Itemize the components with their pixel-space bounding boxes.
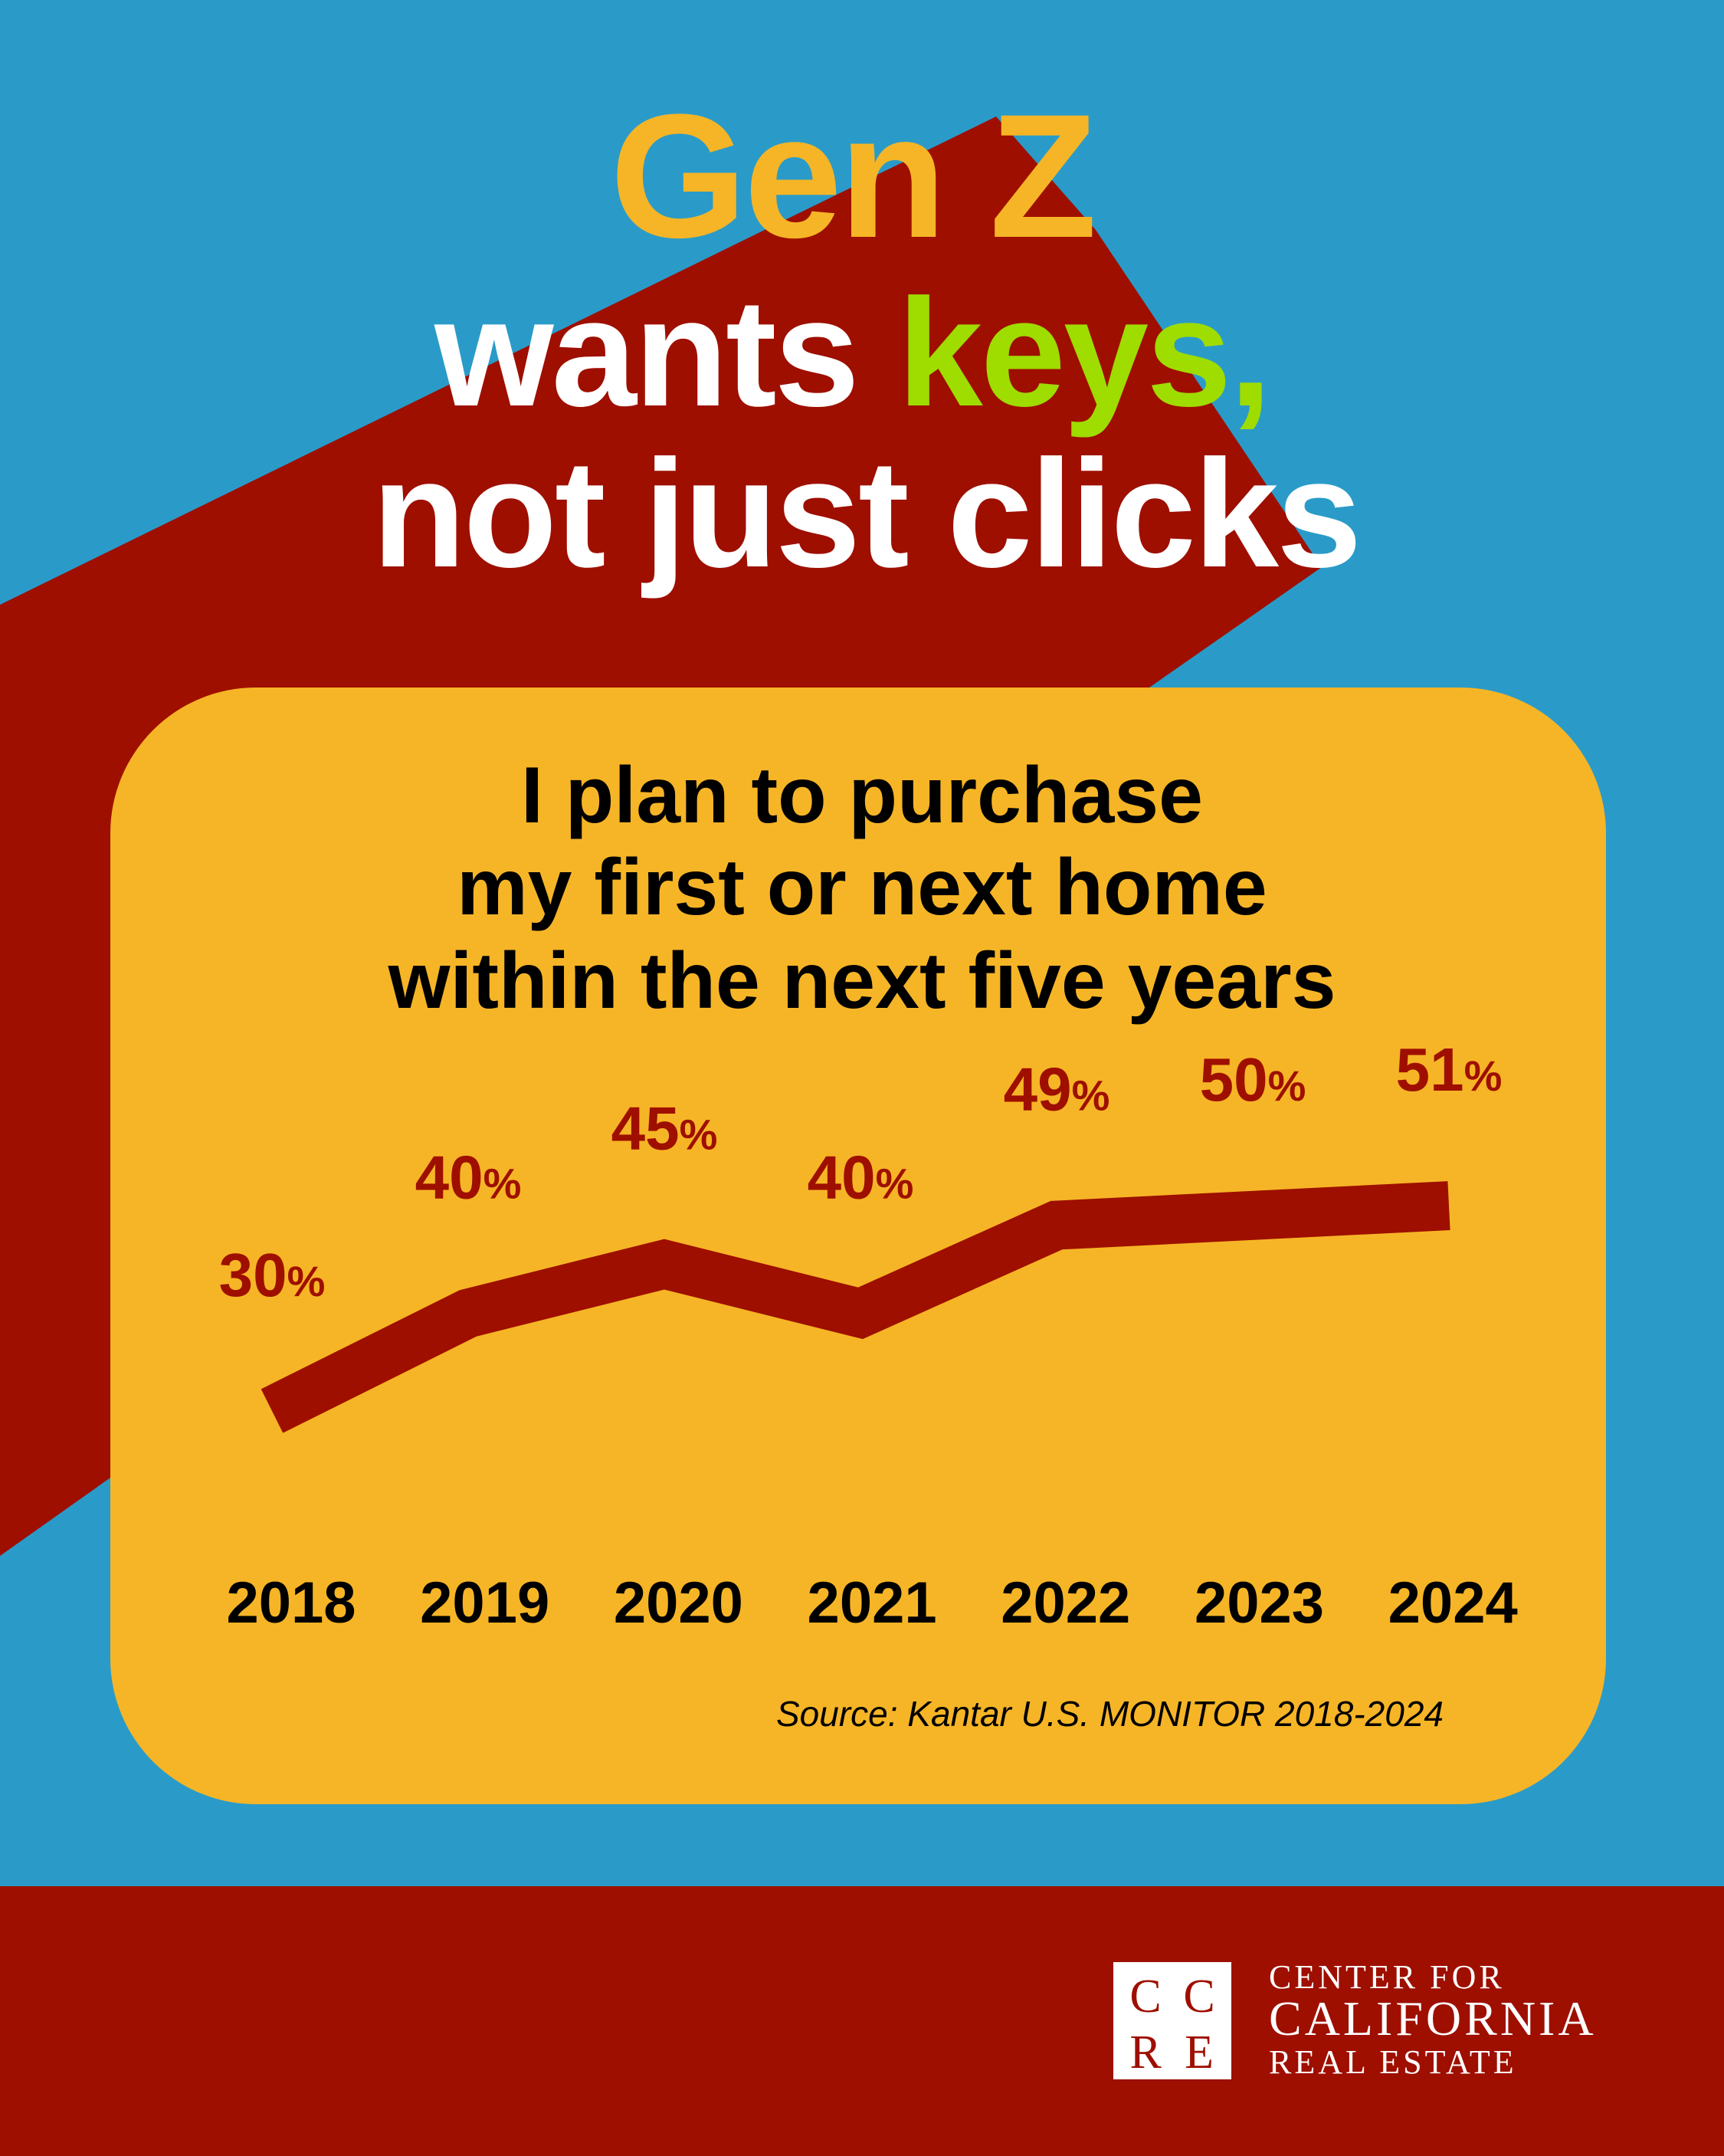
headline: Gen Z wants keys, not just clicks: [372, 77, 1362, 599]
chart-title: I plan to purchase my first or next home…: [388, 751, 1336, 1025]
data-label: 45%: [611, 1094, 718, 1163]
footer-band: [0, 1886, 1724, 2156]
data-label: 40%: [415, 1143, 522, 1211]
org-name-line2: CALIFORNIA: [1269, 1991, 1597, 2046]
x-tick-label: 2022: [1001, 1570, 1130, 1636]
headline-line1: Gen Z: [610, 77, 1094, 274]
ccre-logo: C C R E CENTER FOR CALIFORNIA REAL ESTAT…: [1113, 1958, 1597, 2081]
headline-line3: not just clicks: [372, 428, 1360, 599]
data-label: 50%: [1200, 1045, 1306, 1114]
logo-letter: C: [1183, 1971, 1214, 2023]
headline-keys: keys,: [897, 267, 1270, 438]
logo-letter: C: [1129, 1971, 1161, 2023]
headline-wants: wants: [434, 267, 897, 438]
logo-letter: E: [1185, 2026, 1214, 2079]
org-name-line1: CENTER FOR: [1269, 1958, 1505, 1996]
chart-panel: [110, 687, 1606, 1804]
headline-line2: wants keys,: [434, 267, 1270, 438]
x-tick-label: 2019: [420, 1570, 549, 1636]
chart-title-line1: I plan to purchase: [521, 751, 1203, 840]
series-line: [261, 1181, 1450, 1433]
x-tick-label: 2023: [1195, 1570, 1324, 1636]
org-name-line3: REAL ESTATE: [1269, 2043, 1517, 2081]
x-tick-label: 2018: [226, 1570, 356, 1636]
line-chart: 30% 2018 40% 2019 45% 2020 40% 2021 49% 2022 50% 20…: [219, 1035, 1518, 1636]
x-tick-label: 2020: [614, 1570, 743, 1636]
chart-title-line3: within the next five years: [388, 937, 1336, 1025]
data-label: 51%: [1396, 1035, 1503, 1104]
data-label: 40%: [808, 1143, 914, 1211]
logo-letter: R: [1129, 2026, 1162, 2079]
data-label: 30%: [219, 1241, 326, 1309]
logo-box: [1113, 1962, 1231, 2079]
x-tick-label: 2021: [808, 1570, 937, 1636]
chart-source: Source: Kantar U.S. MONITOR 2018-2024: [776, 1694, 1444, 1734]
logo-monogram: C C R E: [1129, 1971, 1214, 2079]
data-label: 49%: [1004, 1055, 1110, 1124]
x-tick-label: 2024: [1388, 1570, 1518, 1636]
chart-title-line2: my first or next home: [457, 843, 1267, 932]
